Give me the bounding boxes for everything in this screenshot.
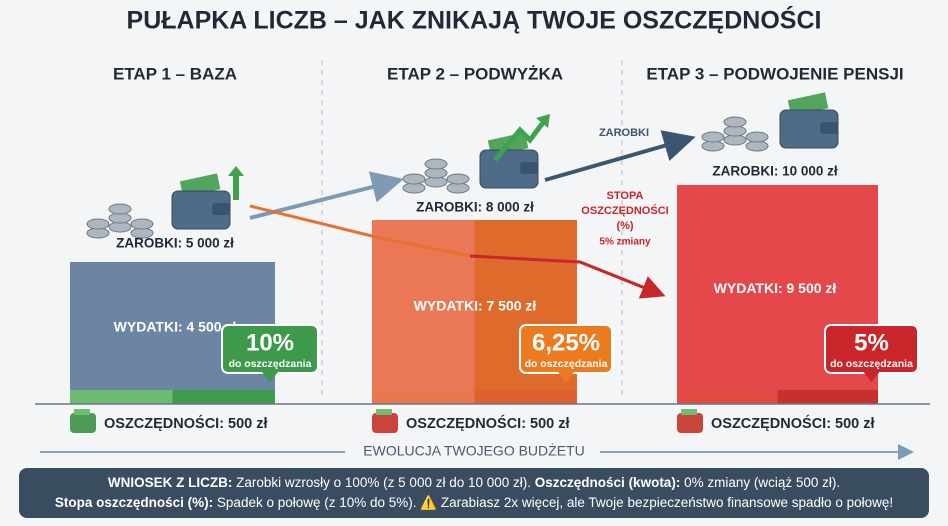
wallet-clasp [520, 162, 538, 174]
annotation: (%) [616, 220, 633, 232]
coin-icon [130, 218, 154, 230]
trend-line [469, 254, 666, 299]
expenses-label: WYDATKI: 7 500 zł [414, 298, 537, 314]
savings-wallet-icon [372, 413, 398, 433]
annotation: OSZCZĘDNOŚCI [581, 204, 668, 217]
conclusion-text: Zarobki wzrosły o 100% (z 5 000 zł do 10… [232, 475, 535, 490]
stages: ETAP 1 – BAZA ZAROBKI: 5 000 zł WYDATKI: 4… [70, 64, 919, 433]
savings-strip [474, 390, 577, 404]
conclusion-text: Spadek o połowę (z 10% do 5%). ⚠️ Zarabi… [213, 495, 894, 510]
savings-label: OSZCZĘDNOŚCI: 500 zł [406, 414, 570, 432]
conclusion-line: Stopa oszczędności (%): Spadek o połowę … [55, 493, 893, 513]
earnings-label: ZAROBKI: 10 000 zł [712, 164, 838, 179]
annotation: STOPA [607, 190, 644, 202]
savings-label: OSZCZĘDNOŚCI: 500 zł [711, 414, 875, 432]
annotation: ZAROBKI [599, 127, 649, 139]
conclusion-text: Oszczędności (kwota): [534, 475, 681, 490]
arrow [544, 130, 696, 182]
savings-strip [70, 390, 173, 404]
coin-icon [723, 116, 747, 128]
up-arrow [536, 114, 550, 128]
earnings-label: ZAROBKI: 8 000 zł [416, 200, 534, 215]
stage-heading: ETAP 2 – PODWYŻKA [387, 64, 563, 83]
expenses-bar [372, 220, 475, 390]
expenses-label: WYDATKI: 9 500 zł [714, 280, 837, 296]
rate-caption: do oszczędzania [830, 358, 913, 370]
title: PUŁAPKA LICZB – JAK ZNIKAJĄ TWOJE OSZCZĘ… [127, 5, 822, 35]
savings-strip [172, 390, 275, 404]
rate-caption: do oszczędzania [525, 358, 608, 370]
coin-icon [402, 173, 426, 185]
wallet-clasp [820, 122, 838, 134]
savings-strip [372, 390, 475, 404]
rate-badge-tail [863, 372, 880, 382]
rate-badge-tail [262, 372, 278, 382]
rate-badge-tail [558, 372, 574, 382]
coin-icon [446, 173, 470, 185]
savings-bill-icon [681, 409, 697, 415]
conclusion-text: Stopa oszczędności (%): [54, 495, 214, 510]
savings-label: OSZCZĘDNOŚCI: 500 zł [104, 414, 268, 432]
expenses-bar [70, 262, 173, 390]
coin-icon [424, 158, 448, 170]
rate-caption: do oszczędzania [229, 358, 312, 370]
expenses-label: WYDATKI: 4 500 zł [114, 319, 237, 335]
rate-value: 6,25% [532, 329, 600, 356]
rate-value: 5% [854, 329, 889, 356]
up-arrow [493, 118, 547, 162]
coin-icon [701, 131, 725, 143]
expenses-bar [677, 185, 778, 390]
savings-strip [677, 390, 778, 404]
savings-bill-icon [376, 409, 392, 415]
wallet-clasp [212, 203, 230, 215]
timeline-label: EWOLUCJA TWOJEGO BUDŻETU [363, 442, 584, 459]
conclusion-text: 0% zmiany (wciąż 500 zł). [680, 475, 841, 490]
up-arrow [228, 166, 244, 176]
rate-value: 10% [246, 329, 294, 356]
savings-strip [777, 390, 878, 404]
stage-heading: ETAP 1 – BAZA [113, 64, 237, 83]
annotation: 5% zmiany [599, 237, 651, 248]
savings-wallet-icon [70, 413, 96, 433]
coin-icon [86, 218, 110, 230]
savings-wallet-icon [677, 413, 703, 433]
conclusion-text: WNIOSEK Z LICZB: [107, 475, 233, 490]
earnings-label: ZAROBKI: 5 000 zł [116, 236, 234, 251]
coin-icon [108, 203, 132, 215]
stage-heading: ETAP 3 – PODWOJENIE PENSJI [646, 64, 903, 83]
savings-bill-icon [74, 409, 90, 415]
conclusion-line: WNIOSEK Z LICZB: Zarobki wzrosły o 100% … [108, 473, 840, 493]
coin-icon [745, 131, 769, 143]
conclusion-box: WNIOSEK Z LICZB: Zarobki wzrosły o 100% … [19, 468, 929, 518]
